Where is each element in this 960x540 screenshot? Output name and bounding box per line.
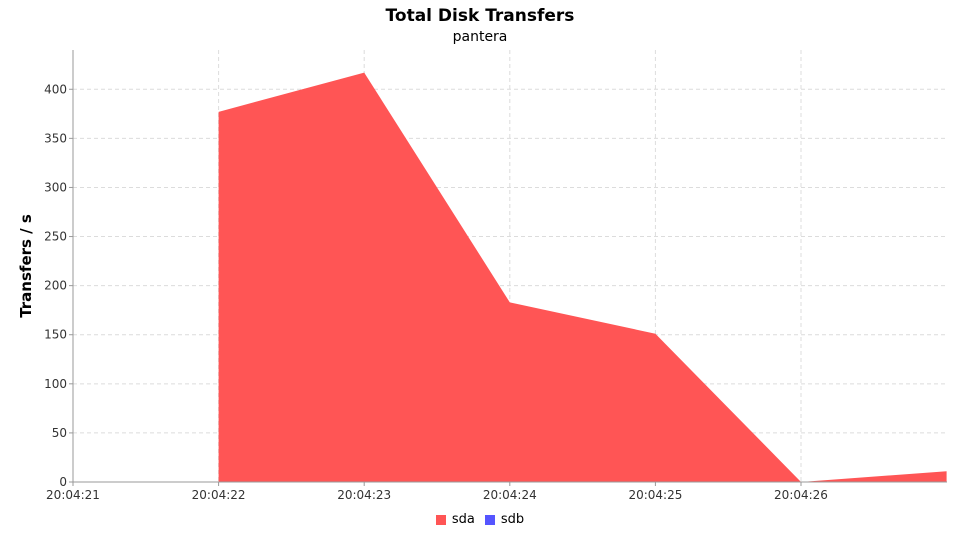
y-tick-label: 50 xyxy=(52,426,67,440)
chart-legend: sda sdb xyxy=(0,512,960,527)
y-tick-label: 300 xyxy=(44,180,67,194)
legend-item-sdb: sdb xyxy=(484,512,525,527)
y-tick-label: 0 xyxy=(59,475,67,489)
x-tick-label: 20:04:25 xyxy=(628,488,682,502)
x-tick-label: 20:04:23 xyxy=(337,488,391,502)
legend-swatch-sda xyxy=(435,514,446,525)
y-tick-label: 350 xyxy=(44,131,67,145)
y-tick-label: 250 xyxy=(44,230,67,244)
y-axis-label: Transfers / s xyxy=(17,214,35,318)
chart-subtitle: pantera xyxy=(452,29,508,45)
y-tick-label: 200 xyxy=(44,279,67,293)
x-tick-label: 20:04:22 xyxy=(192,488,246,502)
legend-swatch-sdb xyxy=(484,514,495,525)
legend-label-sda: sda xyxy=(451,512,475,527)
legend-item-sda: sda xyxy=(435,512,475,527)
chart-title: Total Disk Transfers xyxy=(385,6,575,26)
x-tick-label: 20:04:26 xyxy=(774,488,828,502)
x-tick-label: 20:04:21 xyxy=(46,488,100,502)
legend-label-sdb: sdb xyxy=(500,512,525,527)
y-tick-label: 400 xyxy=(44,82,67,96)
x-tick-label: 20:04:24 xyxy=(483,488,537,502)
area-series-sda xyxy=(218,72,947,482)
y-tick-label: 100 xyxy=(44,377,67,391)
y-tick-label: 150 xyxy=(44,328,67,342)
